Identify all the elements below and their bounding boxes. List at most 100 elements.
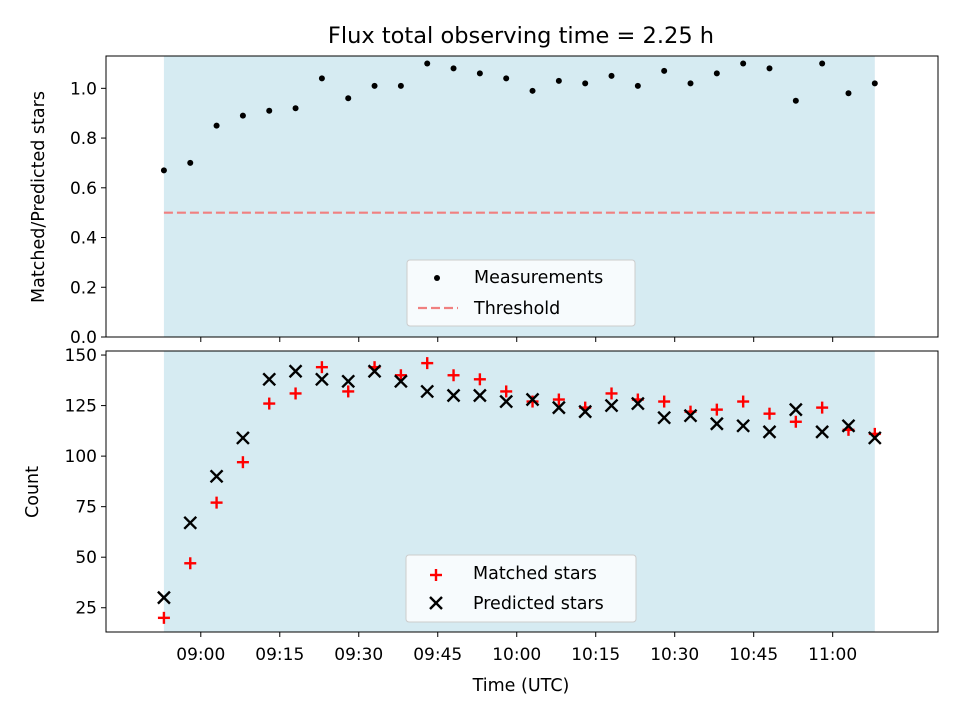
predicted-star-point: [209, 469, 224, 484]
top-y-axis-label: Matched/Predicted stars: [29, 91, 49, 303]
y-tick-label: 75: [75, 498, 97, 518]
measurement-point: [608, 72, 615, 79]
x-tick-label: 09:45: [413, 645, 462, 665]
matched-star-point: [473, 373, 486, 386]
y-tick-label: 0.8: [70, 129, 97, 149]
predicted-star-point: [183, 515, 198, 530]
matched-star-point: [236, 456, 249, 469]
predicted-star-point: [841, 418, 856, 433]
measurement-point: [661, 67, 668, 74]
matched-star-point: [315, 361, 328, 374]
y-tick-label: 0.0: [70, 328, 97, 348]
measurement-point: [397, 82, 404, 89]
top-x-ticks: [200, 337, 834, 342]
matched-star-point: [658, 395, 671, 408]
matched-star-point: [289, 387, 302, 400]
legend-matched-label: Matched stars: [473, 564, 597, 584]
matched-star-point: [447, 369, 460, 382]
x-tick-label: 09:15: [255, 645, 304, 665]
x-axis-label: Time (UTC): [472, 676, 570, 696]
legend-measurements-label: Measurements: [474, 268, 603, 288]
top-legend-box: [406, 259, 636, 327]
measurement-point: [871, 80, 878, 87]
matched-star-point: [763, 407, 776, 420]
predicted-star-point: [683, 408, 698, 423]
legend-predicted-label: Predicted stars: [473, 594, 604, 614]
predicted-star-point: [657, 410, 672, 425]
matched-star-point: [263, 397, 276, 410]
measurement-point: [160, 167, 167, 174]
predicted-star-point: [473, 388, 487, 403]
predicted-star-point: [499, 394, 514, 409]
y-tick-label: 25: [75, 599, 97, 619]
x-tick-label: 09:00: [176, 645, 225, 665]
y-tick-label: 125: [65, 397, 97, 417]
bottom-y-axis: 25 50 75 100 125 150: [65, 346, 106, 619]
matched-star-point: [394, 369, 407, 382]
top-y-axis: 0.0 0.2 0.4 0.6 0.8 1.0: [70, 79, 106, 348]
predicted-star-point: [315, 372, 329, 387]
matched-star-point: [789, 415, 802, 428]
predicted-star-point: [525, 392, 540, 407]
predicted-star-point: [762, 425, 777, 439]
predicted-star-point: [578, 404, 593, 419]
measurement-point: [845, 90, 852, 97]
y-tick-label: 0.4: [70, 229, 97, 249]
matched-star-point: [816, 401, 829, 414]
measurement-point: [318, 75, 325, 82]
matched-star-point: [421, 357, 434, 370]
y-tick-label: 50: [75, 548, 97, 568]
matched-star-point: [710, 403, 723, 416]
measurement-point: [555, 77, 562, 84]
measurement-point: [292, 105, 299, 112]
measurement-point: [503, 75, 510, 82]
x-tick-label: 09:30: [334, 645, 383, 665]
bottom-legend: Matched stars Predicted stars: [405, 554, 637, 623]
measurement-point: [345, 95, 352, 102]
bottom-panel: 25 50 75 100 125 150 09:00 09:15 09:30 09:45 10:0…: [23, 346, 939, 696]
measurement-point: [529, 87, 536, 94]
measurement-point: [239, 112, 246, 119]
chart-title: Flux total observing time = 2.25 h: [328, 23, 714, 49]
predicted-star-point: [236, 431, 250, 445]
top-panel-frame: [105, 55, 939, 338]
x-tick-label: 10:45: [729, 645, 778, 665]
x-tick-label: 11:00: [808, 645, 857, 665]
measurement-point: [766, 65, 773, 72]
predicted-star-point: [788, 402, 803, 417]
matched-star-point: [210, 496, 223, 509]
predicted-star-point: [288, 364, 303, 379]
measurement-point: [582, 80, 589, 87]
predicted-star-point: [815, 425, 830, 439]
legend-measurements-marker: [434, 275, 440, 281]
measurements-series: [160, 60, 878, 174]
measurement-point: [213, 122, 220, 129]
matched-star-point: [552, 393, 565, 406]
measurement-point: [424, 60, 431, 67]
matched-star-point: [157, 611, 170, 624]
top-panel: 0.0 0.2 0.4 0.6 0.8 1.0 Matched/Predicted sta…: [29, 55, 939, 348]
measurement-point: [187, 159, 194, 166]
predicted-star-point: [367, 364, 382, 379]
predicted-star-point: [552, 400, 566, 415]
predicted-star-point: [341, 374, 356, 389]
measurement-point: [687, 80, 694, 87]
y-tick-label: 150: [65, 346, 97, 366]
y-tick-label: 1.0: [70, 79, 97, 99]
y-tick-label: 0.2: [70, 278, 97, 298]
y-tick-label: 100: [65, 447, 97, 467]
predicted-star-point: [446, 388, 461, 403]
legend-matched-marker: [430, 569, 442, 581]
predicted-star-point: [262, 372, 277, 387]
measurement-point: [266, 107, 273, 114]
matched-stars-series: [157, 357, 881, 624]
predicted-star-point: [709, 416, 724, 431]
predicted-star-point: [736, 418, 751, 433]
bottom-legend-box: [405, 554, 637, 623]
predicted-stars-series: [157, 364, 882, 605]
x-tick-label: 10:00: [492, 645, 541, 665]
measurement-point: [792, 97, 799, 104]
legend-predicted-marker: [429, 596, 443, 610]
measurement-point: [450, 65, 457, 72]
